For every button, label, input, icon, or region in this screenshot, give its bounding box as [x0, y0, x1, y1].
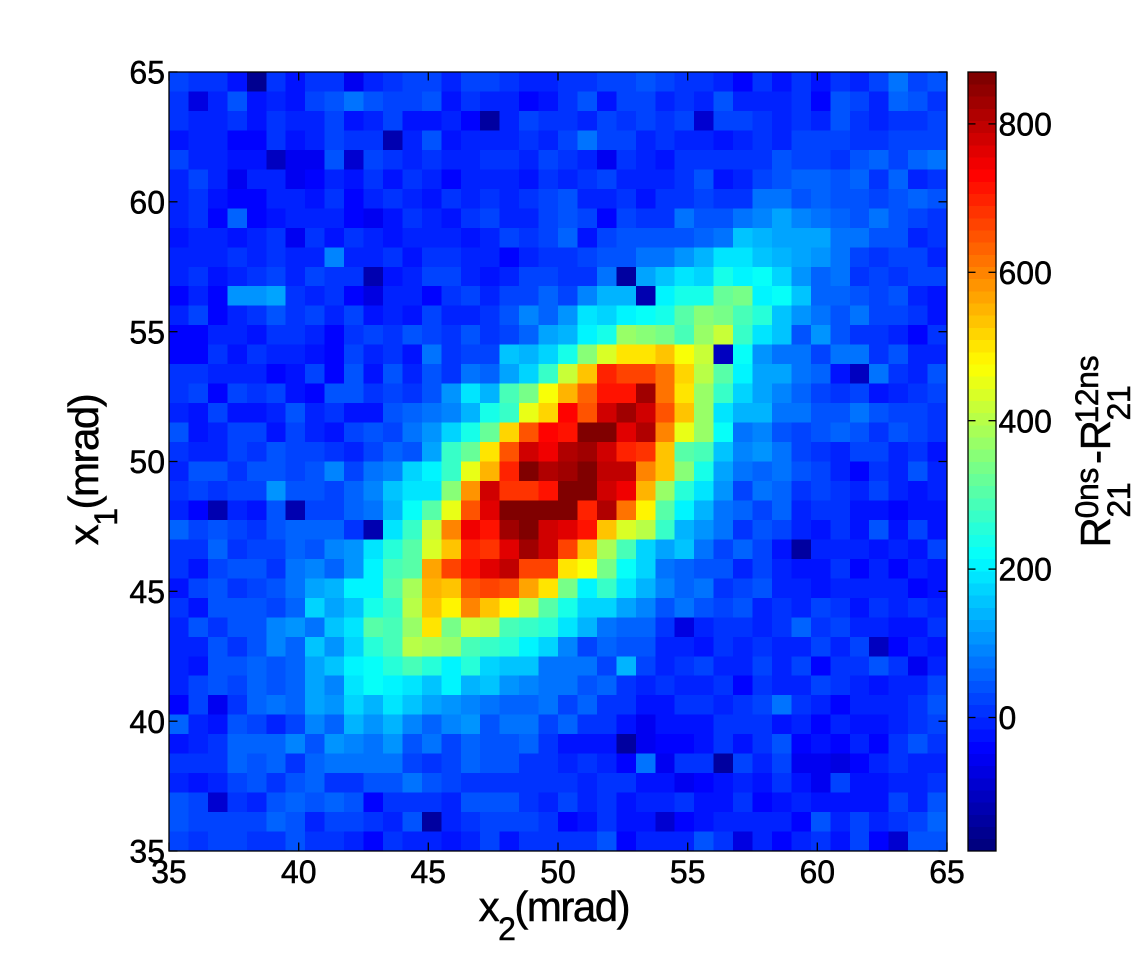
svg-text:65: 65	[929, 854, 965, 890]
svg-text:65: 65	[129, 55, 165, 91]
svg-text:35: 35	[129, 834, 165, 870]
svg-text:50: 50	[129, 444, 165, 480]
svg-text:200: 200	[999, 552, 1052, 588]
svg-text:45: 45	[129, 574, 165, 610]
svg-text:40: 40	[129, 704, 165, 740]
svg-text:55: 55	[670, 854, 706, 890]
svg-text:60: 60	[800, 854, 836, 890]
svg-text:800: 800	[999, 107, 1052, 143]
svg-text:400: 400	[999, 403, 1052, 439]
svg-text:55: 55	[129, 314, 165, 350]
svg-text:50: 50	[540, 854, 576, 890]
svg-text:600: 600	[999, 255, 1052, 291]
svg-text:45: 45	[411, 854, 447, 890]
svg-text:60: 60	[129, 184, 165, 220]
svg-text:40: 40	[281, 854, 317, 890]
svg-text:35: 35	[151, 854, 187, 890]
svg-text:0: 0	[999, 700, 1017, 736]
